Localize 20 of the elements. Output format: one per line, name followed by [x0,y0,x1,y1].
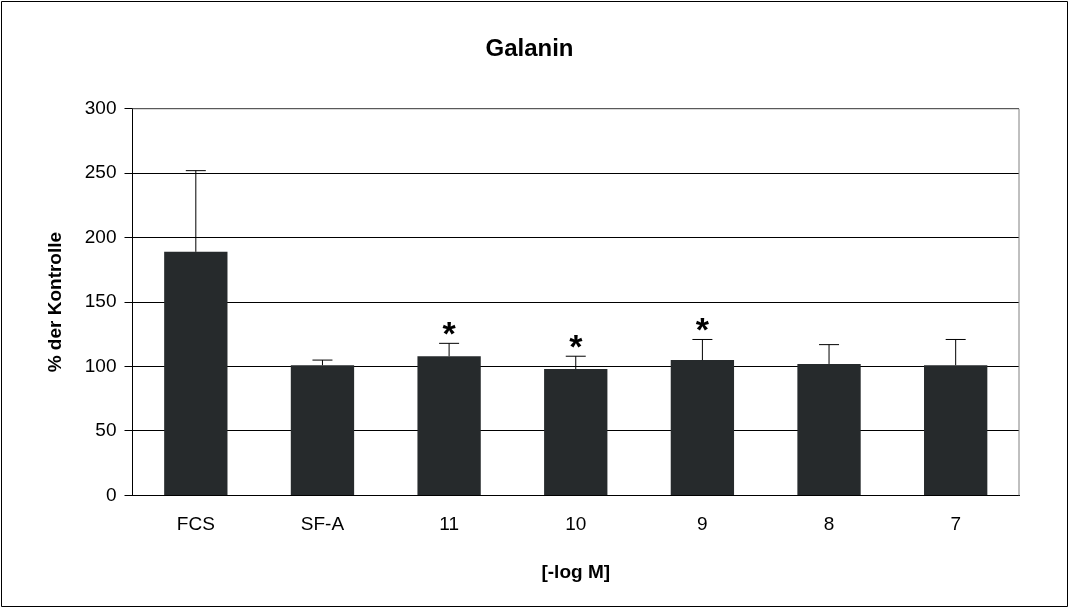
x-tick-label: 7 [950,513,961,535]
y-tick-label: 250 [84,161,117,183]
x-tick-label: SF-A [300,513,345,535]
x-tick-label: 9 [697,513,708,535]
annotation: * [442,314,457,353]
x-tick-label: FCS [176,513,215,535]
x-tick-label: 10 [565,513,587,535]
x-tick-label: 8 [823,513,835,535]
y-axis-title: % der Kontrolle [43,231,65,373]
y-tick-label: 0 [105,483,117,505]
y-tick-label: 150 [84,290,117,312]
annotation: * [695,310,710,349]
y-tick-label: 100 [84,354,117,376]
y-tick-label: 200 [84,225,117,247]
chart-title: Galanin [485,34,574,62]
y-tick-label: 50 [95,419,117,441]
y-tick-label: 300 [84,97,117,119]
x-axis-title: [-log M] [541,560,611,582]
annotation: * [569,327,584,366]
x-tick-label: 11 [439,513,459,535]
